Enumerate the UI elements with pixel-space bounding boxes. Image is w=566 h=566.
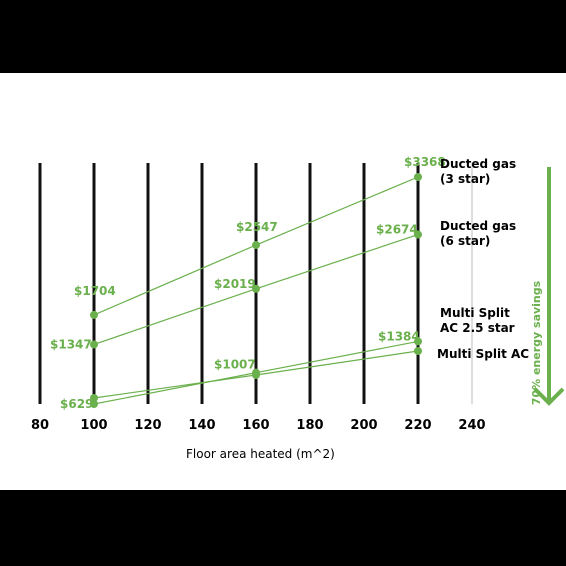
- x-tick-180: 180: [296, 418, 323, 433]
- data-label-1-2: $2674: [376, 223, 418, 237]
- x-tick-labels: 80 100 120 140 160 180 200 220 240: [31, 418, 486, 433]
- data-labels: $1704 $2547 $3368 $1347 $2019 $2674 $629 $1007 $…: [50, 155, 446, 411]
- x-tick-200: 200: [350, 418, 377, 433]
- x-tick-160: 160: [242, 418, 269, 433]
- x-axis-label: Floor area heated (m^2): [186, 447, 335, 461]
- x-tick-240: 240: [458, 418, 485, 433]
- chart-svg: 80 100 120 140 160 180 200 220 240 $1704 $2547 $33…: [31, 155, 565, 461]
- chart-panel: 80 100 120 140 160 180 200 220 240 $1704 $2547 $33…: [0, 73, 566, 490]
- series-labels: Ducted gas(3 star)Ducted gas(6 star)Mult…: [437, 157, 529, 361]
- series-lines: [90, 173, 422, 408]
- point-0-0: [90, 310, 98, 319]
- data-label-2-1: $1007: [214, 358, 256, 372]
- point-1-1: [252, 284, 260, 293]
- data-label-2-2: $1384: [378, 329, 420, 343]
- point-0-1: [252, 241, 260, 250]
- point-0-2: [414, 173, 422, 181]
- x-tick-220: 220: [404, 418, 431, 433]
- series-label-3-line-0: Multi Split AC: [437, 347, 529, 361]
- x-tick-120: 120: [134, 418, 161, 433]
- data-label-1-1: $2019: [214, 277, 256, 291]
- savings-annotation-text: 70% energy savings: [530, 280, 543, 405]
- data-label-2-0: $629: [60, 397, 93, 411]
- point-2-0: [90, 400, 98, 408]
- data-label-0-2: $3368: [404, 155, 446, 169]
- point-3-0: [90, 394, 98, 402]
- series-label-2-line-1: AC 2.5 star: [440, 321, 515, 335]
- point-1-0: [90, 340, 98, 349]
- x-tick-100: 100: [80, 418, 107, 433]
- series-label-1-line-0: Ducted gas: [440, 219, 516, 233]
- point-3-2: [414, 347, 422, 355]
- savings-annotation: 70% energy savings: [530, 167, 565, 406]
- point-3-1: [252, 371, 260, 379]
- point-2-2: [414, 337, 422, 346]
- x-tick-80: 80: [31, 418, 49, 433]
- series-label-0-line-1: (3 star): [440, 172, 490, 186]
- point-1-2: [414, 230, 422, 239]
- series-label-2-line-0: Multi Split: [440, 306, 510, 320]
- data-label-0-0: $1704: [74, 284, 116, 298]
- series-label-0-line-0: Ducted gas: [440, 157, 516, 171]
- series-label-1-line-1: (6 star): [440, 234, 490, 248]
- grid-lines: [38, 163, 473, 404]
- data-label-1-0: $1347: [50, 337, 92, 351]
- data-label-0-1: $2547: [236, 220, 278, 234]
- savings-arrow-head: [533, 387, 565, 406]
- x-tick-140: 140: [188, 418, 215, 433]
